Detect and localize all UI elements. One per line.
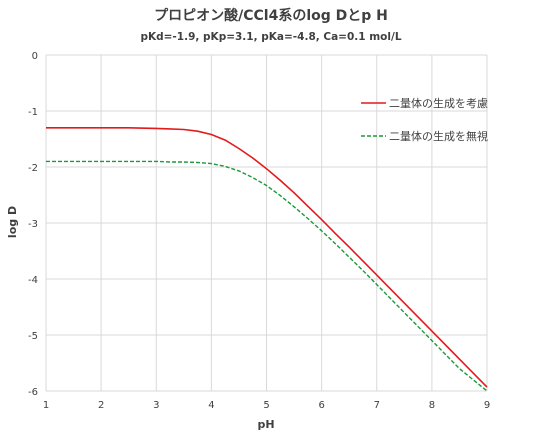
x-axis-label: pH bbox=[257, 418, 274, 431]
y-tick-label: -4 bbox=[28, 275, 38, 286]
y-tick-label: -3 bbox=[28, 219, 38, 230]
x-tick-label: 1 bbox=[43, 400, 49, 411]
chart-title: プロピオン酸/CCl4系のlog Dとp H bbox=[154, 7, 388, 24]
x-tick-label: 7 bbox=[374, 400, 380, 411]
x-tick-label: 6 bbox=[318, 400, 324, 411]
y-tick-label: -2 bbox=[28, 163, 38, 174]
series-line-2 bbox=[46, 160, 488, 392]
legend-label: 二量体の生成を無視 bbox=[389, 129, 488, 143]
y-axis-label: log D bbox=[6, 206, 19, 238]
y-tick-label: -5 bbox=[28, 331, 38, 342]
x-tick-label: 5 bbox=[263, 400, 269, 411]
x-tick-label: 2 bbox=[98, 400, 104, 411]
series-line-1 bbox=[46, 127, 488, 388]
x-tick-label: 8 bbox=[429, 400, 435, 411]
legend-label: 二量体の生成を考慮 bbox=[389, 96, 488, 110]
x-tick-label: 9 bbox=[484, 400, 490, 411]
series-layer bbox=[46, 127, 488, 392]
x-tick-label: 4 bbox=[208, 400, 214, 411]
y-tick-label: 0 bbox=[32, 51, 38, 62]
grid-layer bbox=[45, 54, 488, 392]
y-tick-label: -6 bbox=[28, 387, 38, 398]
y-tick-label: -1 bbox=[28, 107, 38, 118]
tick-label-layer: 0 -1 -2 -3 -4 -5 -6 1 2 3 4 5 6 7 8 9 bbox=[28, 51, 490, 411]
chart-subtitle: pKd=-1.9, pKp=3.1, pKa=-4.8, Ca=0.1 mol/… bbox=[140, 31, 401, 43]
x-tick-label: 3 bbox=[153, 400, 159, 411]
